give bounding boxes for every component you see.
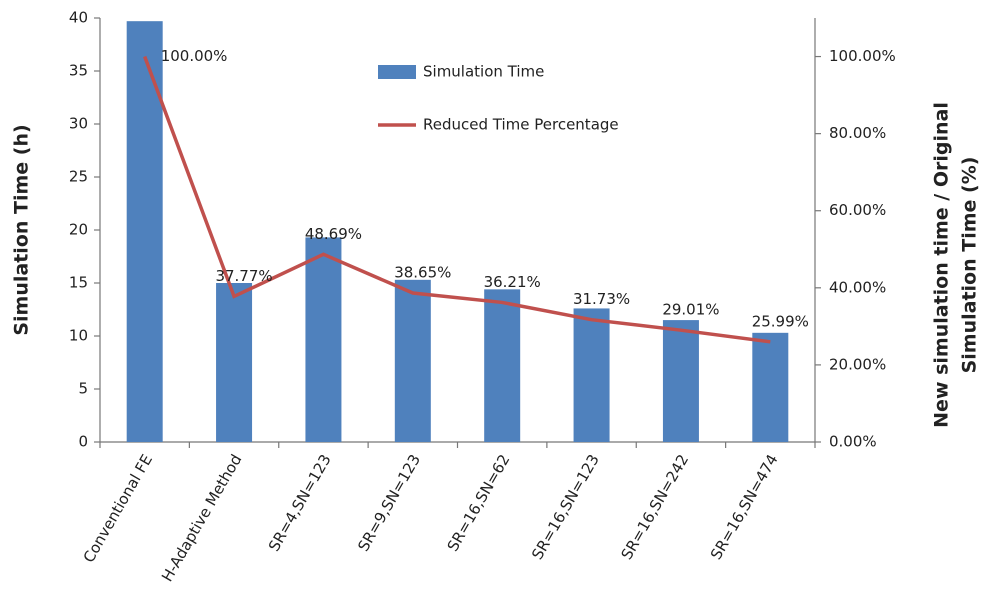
y-tick-label: 35 (69, 62, 88, 80)
bar (305, 237, 342, 442)
bar (216, 283, 253, 442)
y2-tick-label: 20.00% (829, 355, 886, 373)
data-label: 37.77% (215, 267, 272, 285)
y-axis-label: Simulation Time (h) (11, 124, 33, 335)
line (143, 55, 771, 344)
x-tick-label: SR=16,SN=242 (618, 451, 693, 562)
y2-tick-label: 60.00% (829, 201, 886, 219)
legend-swatch (378, 65, 416, 79)
legend-label: Simulation Time (423, 63, 544, 81)
bar (573, 308, 610, 442)
x-tick-label: Conventional FE (80, 451, 156, 565)
bar (394, 279, 431, 442)
bar (484, 289, 521, 442)
bar (126, 21, 163, 443)
x-tick-label: SR=9,SN=123 (354, 451, 424, 554)
y-tick-label: 0 (78, 433, 88, 451)
data-label: 31.73% (573, 290, 630, 308)
x-tick-label: SR=16,SN=474 (707, 451, 782, 562)
y-tick-label: 30 (69, 115, 88, 133)
y-tick-label: 25 (69, 168, 88, 186)
y2-tick-label: 40.00% (829, 278, 886, 296)
y2-tick-label: 100.00% (829, 47, 896, 65)
y-tick-label: 20 (69, 221, 88, 239)
x-tick-label: H-Adaptive Method (158, 451, 245, 585)
data-label: 100.00% (161, 47, 228, 65)
bar (752, 332, 789, 442)
y-tick-label: 5 (78, 380, 88, 398)
data-label: 29.01% (662, 301, 719, 319)
y-tick-label: 10 (69, 327, 88, 345)
data-label: 48.69% (305, 225, 362, 243)
legend-label: Reduced Time Percentage (423, 116, 619, 134)
y-tick-label: 15 (69, 274, 88, 292)
y2-tick-label: 80.00% (829, 124, 886, 142)
y-tick-label: 40 (69, 9, 88, 27)
y2-axis-label: New simulation time / Original (931, 102, 953, 428)
y2-axis-label: Simulation Time (%) (959, 157, 981, 374)
data-label: 36.21% (484, 273, 541, 291)
data-label: 38.65% (394, 264, 451, 282)
y2-tick-label: 0.00% (829, 433, 877, 451)
x-tick-label: SR=16,SN=62 (444, 451, 514, 554)
data-label: 25.99% (752, 312, 809, 330)
bar (662, 320, 699, 442)
x-tick-label: SR=4,SN=123 (265, 451, 335, 554)
x-tick-label: SR=16,SN=123 (528, 451, 603, 562)
